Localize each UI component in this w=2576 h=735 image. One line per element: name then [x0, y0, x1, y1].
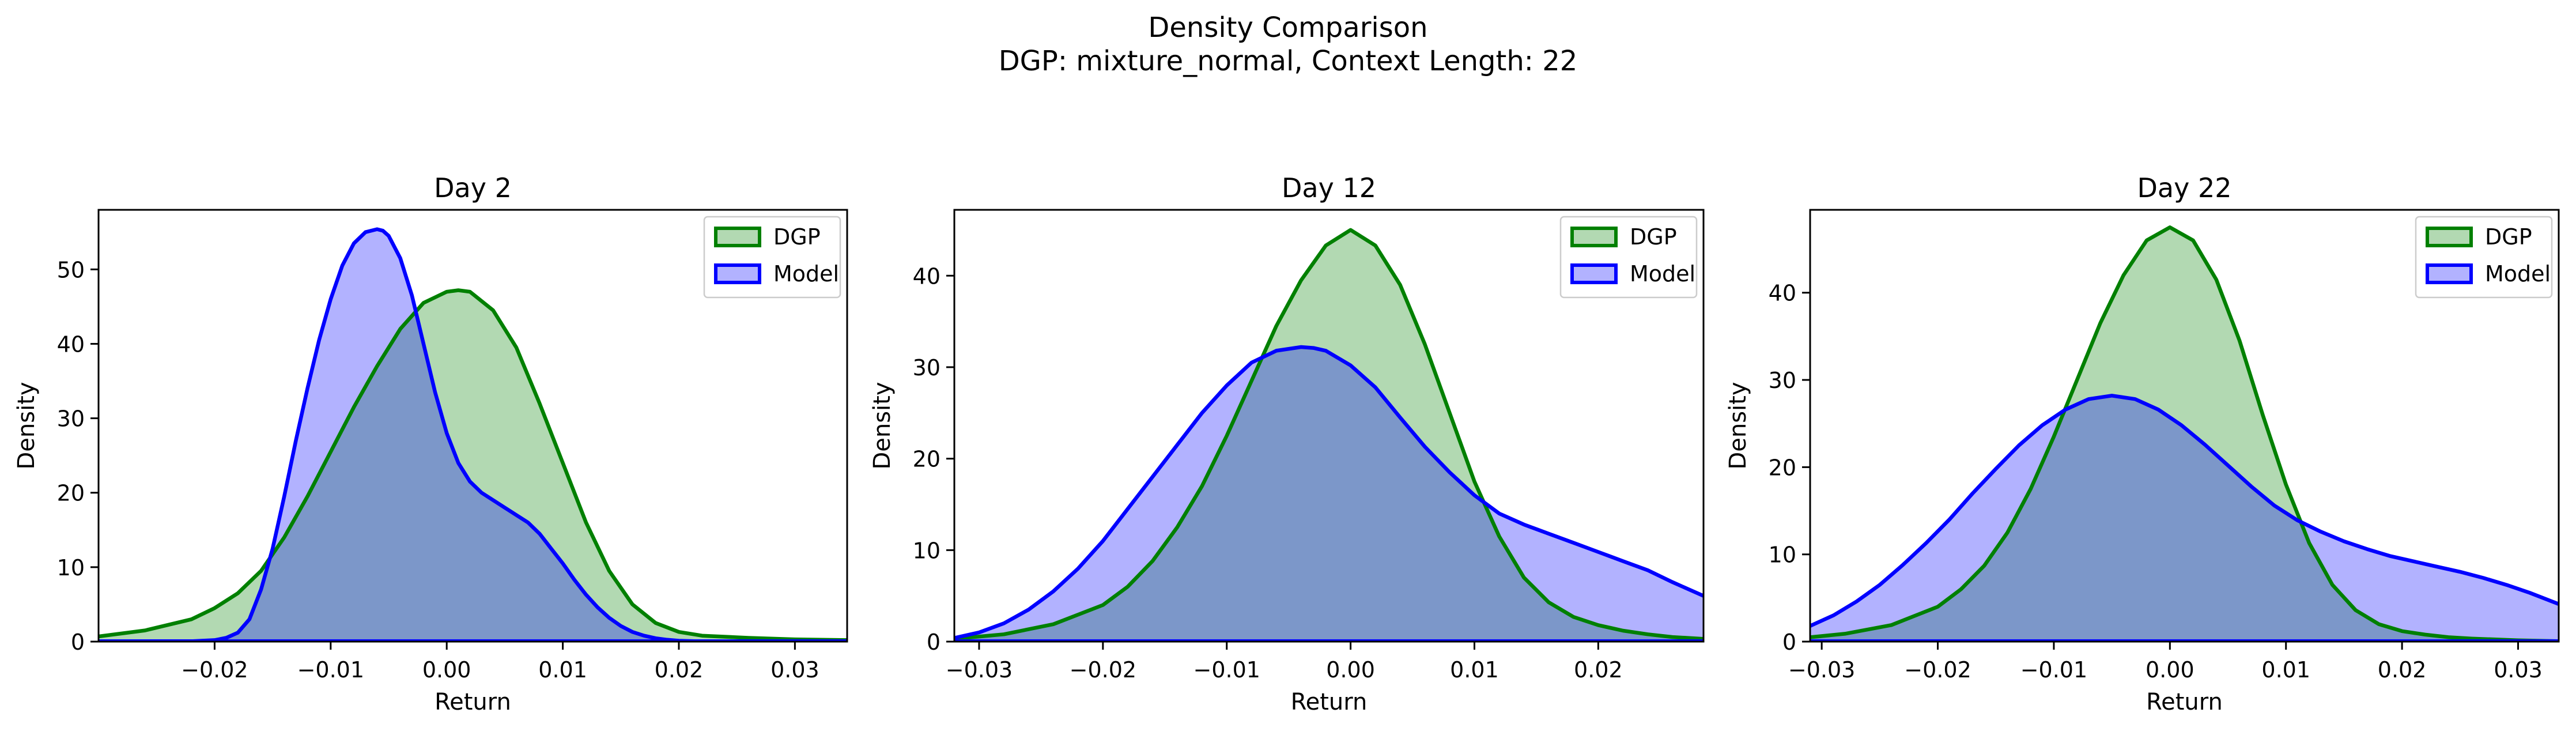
series-line-model	[99, 227, 847, 642]
legend-swatch-dgp	[714, 227, 761, 247]
y-tick-label: 20	[1769, 455, 1796, 480]
x-tick-label: 0.01	[538, 657, 587, 683]
series-fill-dgp	[954, 229, 1704, 642]
x-tick-label: 0.02	[1574, 657, 1623, 683]
x-tick-label: 0.02	[655, 657, 704, 683]
series-line-model	[954, 345, 1704, 640]
y-tick-label: 30	[1769, 368, 1796, 393]
y-tick-label: 40	[57, 331, 85, 357]
subplot-1: −0.02 −0.01 0.00 0.01 0.02 0.03 0 10 20 30 40 50 Day…	[13, 172, 848, 715]
plot-area	[99, 227, 847, 642]
legend-label-dgp: DGP	[773, 224, 821, 250]
legend-swatch-model	[714, 263, 761, 284]
subplot-title: Day 2	[434, 172, 512, 203]
series-fill-dgp	[99, 290, 847, 642]
legend-swatch-model	[2426, 263, 2473, 284]
x-tick-label: −0.01	[2020, 657, 2087, 683]
series-line-dgp	[1810, 225, 2559, 642]
subplot-title: Day 22	[2137, 172, 2232, 203]
x-tick-label: −0.02	[1904, 657, 1971, 683]
axes-frame	[97, 209, 848, 643]
y-tick-label: 0	[71, 630, 85, 655]
legend: DGP Model	[703, 216, 841, 299]
series-fill-dgp	[1810, 227, 2559, 642]
legend-label-model: Model	[1630, 261, 1695, 287]
subplot-3: −0.03 −0.02 −0.01 0.00 0.01 0.02 0.03 0 10 20 30 40…	[1725, 172, 2560, 715]
series-fill-model	[954, 347, 1704, 642]
x-tick-label: 0.00	[1326, 657, 1375, 683]
legend-label-model: Model	[773, 261, 839, 287]
legend-label-dgp: DGP	[1630, 224, 1677, 250]
subplot-2: −0.03 −0.02 −0.01 0.00 0.01 0.02 0 10 20 30 40 Day …	[869, 172, 1705, 715]
subplot-title: Day 12	[1282, 172, 1376, 203]
y-tick-label: 0	[1782, 630, 1796, 655]
figure-title: Density Comparison	[1148, 12, 1427, 44]
x-tick-label: −0.01	[1193, 657, 1260, 683]
x-tick-label: 0.01	[2261, 657, 2310, 683]
legend-swatch-dgp	[2426, 227, 2473, 247]
x-axis-label: Return	[2146, 689, 2223, 715]
series-line-dgp	[99, 288, 847, 642]
legend: DGP Model	[1559, 216, 1698, 299]
x-tick-label: 0.01	[1450, 657, 1499, 683]
legend-label-model: Model	[2485, 261, 2551, 287]
series-line-dgp	[954, 228, 1704, 641]
figure-subtitle: DGP: mixture_normal, Context Length: 22	[999, 45, 1578, 77]
x-tick-label: 0.00	[422, 657, 471, 683]
y-tick-label: 10	[913, 538, 940, 563]
x-tick-label: −0.01	[297, 657, 364, 683]
y-tick-label: 10	[1769, 542, 1796, 568]
x-tick-label: 0.03	[770, 657, 819, 683]
plot-area	[1810, 225, 2559, 642]
y-axis-label: Density	[869, 382, 896, 469]
series-line-model	[1810, 394, 2559, 628]
y-tick-label: 30	[57, 406, 85, 432]
y-tick-label: 0	[927, 630, 940, 655]
x-tick-label: −0.02	[181, 657, 248, 683]
y-tick-label: 50	[57, 257, 85, 282]
y-tick-label: 40	[1769, 281, 1796, 306]
x-axis-label: Return	[1291, 689, 1368, 715]
series-fill-model	[1810, 395, 2559, 642]
y-tick-label: 40	[913, 263, 940, 289]
x-tick-label: 0.03	[2494, 657, 2543, 683]
legend-label-dgp: DGP	[2485, 224, 2532, 250]
y-axis-label: Density	[1725, 382, 1751, 469]
y-axis-label: Density	[13, 382, 40, 469]
x-axis-label: Return	[435, 689, 511, 715]
x-tick-label: 0.02	[2378, 657, 2427, 683]
x-tick-label: −0.02	[1070, 657, 1136, 683]
axes-frame	[1809, 209, 2560, 643]
plot-area	[954, 228, 1704, 642]
legend-swatch-dgp	[1570, 227, 1618, 247]
x-tick-label: −0.03	[1788, 657, 1855, 683]
legend-swatch-model	[1570, 263, 1618, 284]
x-tick-label: −0.03	[946, 657, 1013, 683]
y-tick-label: 30	[913, 355, 940, 380]
legend: DGP Model	[2415, 216, 2553, 299]
subplots: −0.02 −0.01 0.00 0.01 0.02 0.03 0 10 20 30 40 50 Day…	[13, 172, 2560, 715]
x-tick-label: 0.00	[2146, 657, 2194, 683]
axes-frame	[953, 209, 1705, 643]
y-tick-label: 20	[57, 481, 85, 506]
y-tick-label: 10	[57, 555, 85, 581]
y-tick-label: 20	[913, 447, 940, 472]
